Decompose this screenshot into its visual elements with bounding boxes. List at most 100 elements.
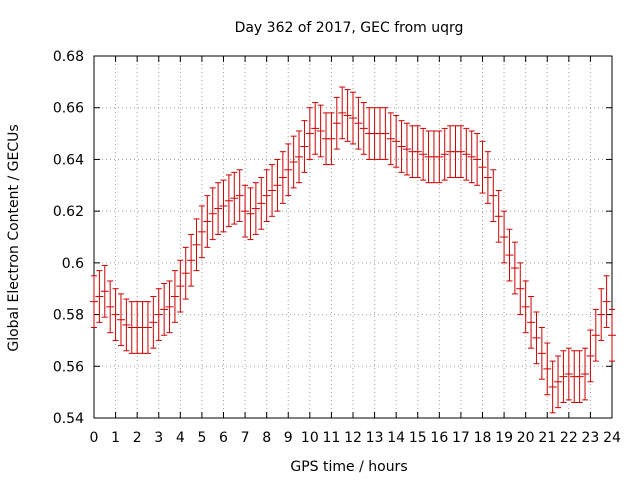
data-point [322,112,331,166]
data-point [251,182,260,235]
data-point [332,96,341,150]
x-axis-label: GPS time / hours [290,459,407,475]
y-tick-label: 0.56 [53,359,84,375]
data-point [392,114,401,168]
data-point [478,140,487,194]
data-point [473,133,482,186]
x-tick-label: 2 [133,430,142,446]
x-tick-label: 14 [387,430,405,446]
y-tick-label: 0.68 [53,49,84,65]
data-point [154,288,163,341]
data-point [311,102,320,155]
data-point [208,187,217,241]
data-point [305,107,314,160]
x-tick-label: 23 [582,430,600,446]
data-point [597,288,606,341]
data-point [284,143,293,197]
data-point [95,270,104,323]
x-tick-label: 3 [154,430,163,446]
data-point [106,280,115,334]
data-point [456,125,465,179]
data-point [165,280,174,334]
data-point [429,130,438,184]
x-tick-label: 22 [560,430,578,446]
data-point [90,275,98,328]
data-point [235,169,244,222]
data-point [214,182,223,235]
data-point [219,179,228,233]
data-point [149,295,158,349]
data-point [402,122,411,176]
data-point [537,327,546,380]
data-point [143,301,152,354]
chart-title: Day 362 of 2017, GEC from uqrg [235,20,464,36]
data-point [176,259,185,313]
data-point [500,210,509,264]
data-point [224,174,233,228]
data-point [510,241,519,295]
data-point [203,195,212,248]
data-point [111,288,120,341]
data-point [300,120,309,173]
plot-border [93,55,613,419]
data-point [257,177,266,230]
x-tick-label: 15 [409,430,427,446]
data-point [268,164,277,217]
data-point [359,102,368,155]
data-point [187,233,196,287]
data-point [591,308,600,362]
x-tick-label: 13 [366,430,384,446]
x-tick-label: 7 [241,430,250,446]
data-point [349,91,357,145]
data-point [435,130,444,184]
data-point [554,355,563,409]
data-point [570,350,579,403]
data-point [543,342,552,396]
data-point [527,295,536,349]
data-point [343,89,352,142]
data-point [581,347,590,401]
data-point [516,262,525,316]
data-point [462,127,471,181]
data-point [278,151,287,204]
data-point [419,127,428,181]
x-tick-label: 18 [474,430,492,446]
x-tick-label: 10 [301,430,319,446]
x-tick-label: 21 [538,430,556,446]
x-tick-label: 16 [430,430,448,446]
data-point [602,275,611,328]
y-tick-label: 0.6 [62,256,84,272]
x-tick-label: 17 [452,430,470,446]
data-point [138,301,147,354]
data-point [586,329,595,383]
data-point [181,246,190,300]
data-point [192,218,201,272]
x-tick-label: 11 [323,430,341,446]
data-point [381,107,390,160]
x-tick-label: 6 [219,430,228,446]
x-tick-label: 4 [176,430,185,446]
data-point [354,96,363,150]
data-point [532,311,541,365]
data-point [338,86,347,140]
x-tick-label: 19 [495,430,513,446]
data-point [446,125,455,179]
data-point [494,189,503,243]
data-point [230,171,239,225]
y-tick-label: 0.54 [53,411,84,427]
x-tick-label: 5 [197,430,206,446]
data-point [564,347,573,401]
data-point [116,293,125,347]
y-tick-label: 0.62 [53,204,84,220]
x-tick-label: 12 [344,430,362,446]
data-point [608,308,616,362]
data-point [365,107,374,160]
data-point [289,135,298,189]
data-point [170,270,179,323]
data-point [246,187,255,241]
x-tick-label: 24 [603,430,621,446]
x-tick-label: 20 [517,430,535,446]
data-point [489,169,498,222]
data-point [559,350,568,403]
